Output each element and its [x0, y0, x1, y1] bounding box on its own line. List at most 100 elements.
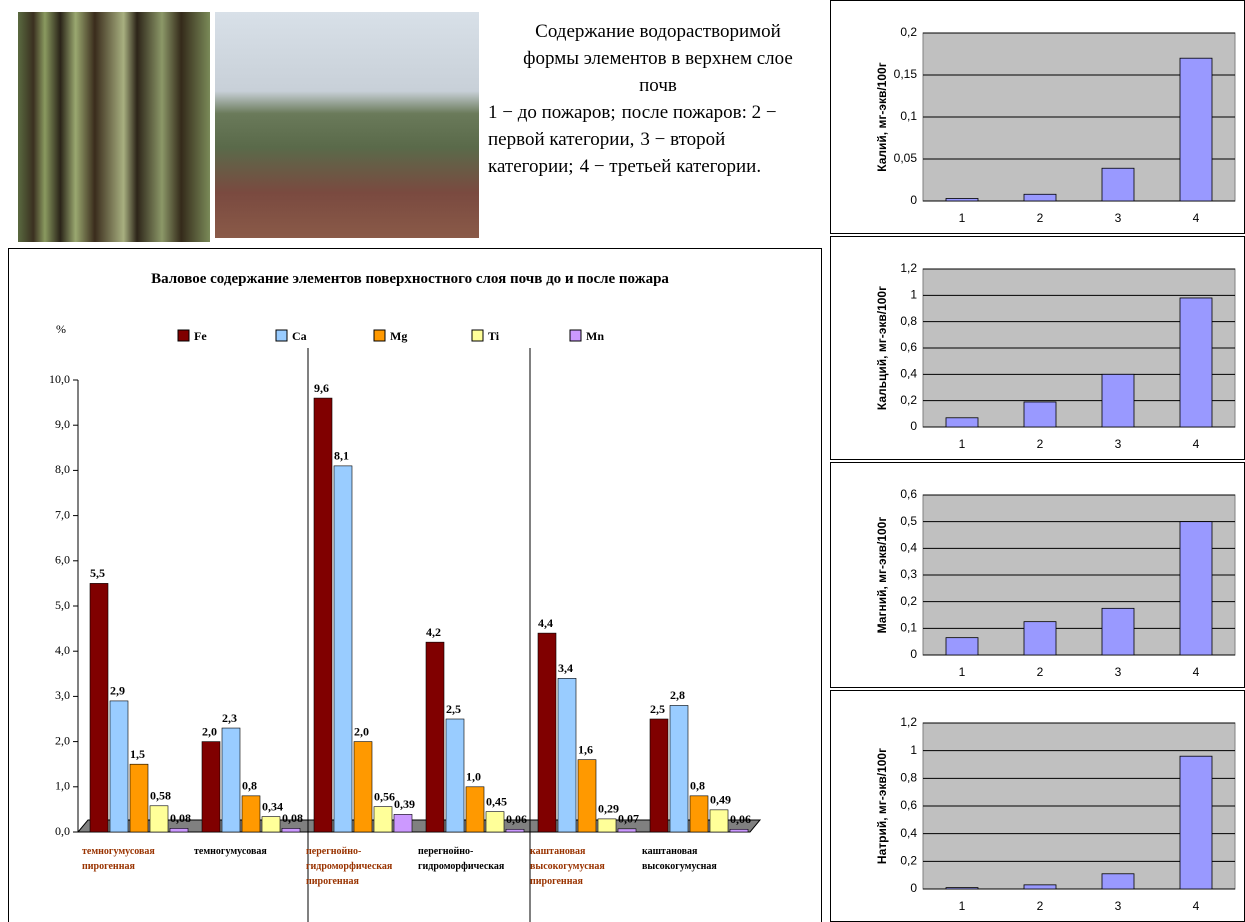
y-tick-label: 0,2: [900, 854, 917, 868]
photo-forest: [18, 12, 210, 242]
bar: [1180, 298, 1212, 427]
bar: [1102, 168, 1134, 201]
value-label: 0,8: [242, 779, 257, 793]
y-axis-label: Натрий, мг-экв/100г: [875, 748, 889, 864]
value-label: 1,5: [130, 747, 145, 761]
x-tick-label: 1: [959, 211, 966, 225]
y-tick-label: 0,1: [900, 621, 917, 635]
bar: [946, 198, 978, 201]
value-label: 0,8: [690, 779, 705, 793]
photo-burnt: [215, 12, 479, 238]
y-tick-label: 1: [910, 743, 917, 757]
x-tick-label: 4: [1193, 437, 1200, 451]
bar: [1024, 885, 1056, 889]
x-tick-label: 1: [959, 437, 966, 451]
bar: [690, 796, 708, 832]
value-label: 3,4: [558, 661, 573, 675]
bar: [710, 810, 728, 832]
bar: [1024, 402, 1056, 427]
bar: [730, 829, 748, 832]
bar: [1102, 374, 1134, 427]
x-tick-label: 3: [1115, 899, 1122, 913]
x-tick-label: темногумусовая пирогенная: [82, 844, 182, 874]
x-tick-label: 4: [1193, 665, 1200, 679]
caption-item: 1 − до пожаров;: [488, 102, 616, 123]
value-label: 1,6: [578, 742, 593, 756]
x-tick-label: 2: [1037, 665, 1044, 679]
bar: [1024, 194, 1056, 201]
bar: [242, 796, 260, 832]
y-tick-label: 0,0: [55, 824, 70, 838]
value-label: 0,08: [170, 811, 191, 825]
x-tick-label: 1: [959, 899, 966, 913]
y-tick-label: 0,05: [894, 151, 918, 165]
x-tick-label: перегнойно-гидроморфическая пирогенная: [306, 844, 406, 889]
legend-swatch: [374, 330, 385, 341]
legend-swatch: [570, 330, 581, 341]
y-tick-label: 1,2: [900, 261, 917, 275]
x-tick-label: каштановая высокогумусная: [642, 844, 742, 874]
x-tick-label: 3: [1115, 211, 1122, 225]
bar: [170, 828, 188, 832]
value-label: 2,0: [354, 724, 369, 738]
y-tick-label: 0,6: [900, 487, 917, 501]
bar: [1102, 608, 1134, 655]
bar: [90, 583, 108, 832]
value-label: 9,6: [314, 381, 329, 395]
bar: [1180, 58, 1212, 201]
x-tick-label: 3: [1115, 665, 1122, 679]
y-axis-label: Калий, мг-экв/100г: [875, 62, 889, 171]
value-label: 0,06: [506, 812, 527, 826]
x-tick-label: темногумусовая: [194, 844, 294, 859]
y-tick-label: 0,4: [900, 367, 917, 381]
bar: [1102, 874, 1134, 889]
bar: [946, 418, 978, 427]
y-tick-label: 0,1: [900, 109, 917, 123]
y-tick-label: 0: [910, 881, 917, 895]
bar: [334, 466, 352, 832]
bar: [374, 807, 392, 832]
bar: [262, 817, 280, 832]
value-label: 2,5: [650, 702, 665, 716]
y-tick-label: 0,2: [900, 25, 917, 39]
x-tick-label: 2: [1037, 211, 1044, 225]
bar: [150, 806, 168, 832]
value-label: 2,5: [446, 702, 461, 716]
bar: [506, 829, 524, 832]
y-tick-label: 1: [910, 288, 917, 302]
legend-swatch: [472, 330, 483, 341]
bar: [486, 812, 504, 832]
bar: [282, 828, 300, 832]
x-tick-label: 1: [959, 665, 966, 679]
bar: [110, 701, 128, 832]
value-label: 4,2: [426, 625, 441, 639]
small-chart: 00,050,10,150,2Калий, мг-экв/100г1234: [830, 0, 1245, 234]
value-label: 0,56: [374, 789, 395, 803]
y-tick-label: 0,8: [900, 314, 917, 328]
y-tick-label: 5,0: [55, 598, 70, 612]
y-tick-label: 0: [910, 647, 917, 661]
y-tick-label: 0,4: [900, 826, 917, 840]
bar: [202, 742, 220, 832]
y-tick-label: 0,4: [900, 541, 917, 555]
x-tick-label: 2: [1037, 899, 1044, 913]
bar: [314, 398, 332, 832]
caption-title: Содержание водорастворимой формы элемент…: [488, 18, 828, 99]
y-tick-label: 1,2: [900, 715, 917, 729]
bar: [394, 814, 412, 832]
x-tick-label: перегнойно-гидроморфическая: [418, 844, 518, 874]
y-tick-label: 8,0: [55, 462, 70, 476]
x-tick-label: 4: [1193, 211, 1200, 225]
legend-swatch: [178, 330, 189, 341]
bar: [466, 787, 484, 832]
value-label: 2,3: [222, 711, 237, 725]
main-chart: %0,01,02,03,04,05,06,07,08,09,010,0FeCaM…: [8, 248, 822, 922]
y-tick-label: 6,0: [55, 553, 70, 567]
y-tick-label: 9,0: [55, 417, 70, 431]
x-tick-label: 2: [1037, 437, 1044, 451]
y-tick-label: 1,0: [55, 779, 70, 793]
bar: [946, 888, 978, 889]
value-label: 0,08: [282, 811, 303, 825]
y-tick-label: 0,2: [900, 393, 917, 407]
